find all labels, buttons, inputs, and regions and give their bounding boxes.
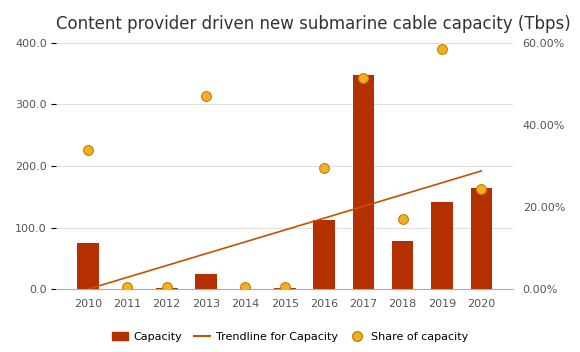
- Share of capacity: [162, 284, 171, 290]
- Share of capacity: [241, 284, 250, 290]
- Legend: Capacity, Trendline for Capacity, Share of capacity: Capacity, Trendline for Capacity, Share …: [107, 328, 473, 346]
- Bar: [195, 274, 217, 289]
- Share of capacity: [84, 147, 93, 152]
- Share of capacity: [320, 165, 329, 171]
- Share of capacity: [398, 216, 407, 222]
- Share of capacity: [201, 93, 211, 99]
- Bar: [431, 202, 453, 289]
- Bar: [392, 241, 414, 289]
- Bar: [156, 288, 177, 289]
- Share of capacity: [437, 46, 447, 52]
- Bar: [353, 75, 374, 289]
- Share of capacity: [280, 284, 289, 290]
- Bar: [470, 188, 492, 289]
- Bar: [77, 243, 99, 289]
- Text: Content provider driven new submarine cable capacity (Tbps): Content provider driven new submarine ca…: [56, 15, 571, 33]
- Share of capacity: [358, 75, 368, 81]
- Share of capacity: [477, 186, 486, 191]
- Share of capacity: [123, 284, 132, 290]
- Bar: [313, 220, 335, 289]
- Bar: [274, 288, 295, 289]
